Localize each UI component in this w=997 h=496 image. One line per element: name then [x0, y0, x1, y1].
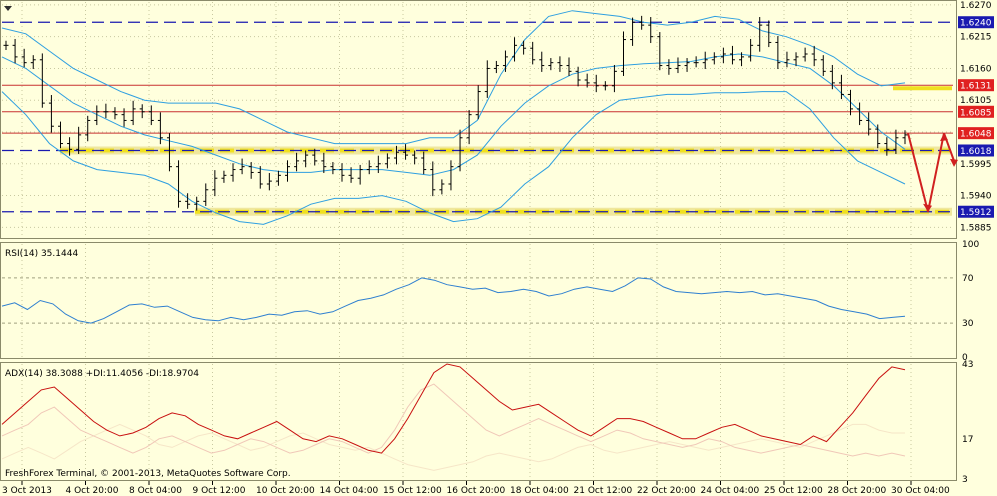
grid	[2, 2, 953, 479]
forecast-arrow	[907, 132, 929, 212]
time-axis: 3 Oct 2013 4 Oct 20:00 8 Oct 04:00 9 Oct 12…	[2, 481, 950, 496]
time-tick-label: 15 Oct 12:00	[383, 486, 442, 496]
watermark: FreshForex Terminal, © 2001-2013, MetaQu…	[5, 469, 291, 479]
price-bars	[3, 15, 908, 211]
price-tick-label: 1.6105	[960, 96, 992, 106]
adx-tick-label: 3	[962, 475, 968, 485]
price-level-tag	[958, 144, 994, 157]
time-tick-label: 3 Oct 2013	[2, 486, 52, 496]
rsi-series	[1, 277, 906, 324]
rsi-panel	[0, 242, 957, 359]
rsi-tick-label: 70	[962, 274, 974, 284]
price-tick-label: 1.6270	[960, 1, 992, 11]
time-tick-label: 18 Oct 04:00	[510, 486, 569, 496]
adx-tick-label: 43	[962, 360, 973, 370]
price-tick-label: 1.5885	[960, 223, 992, 233]
time-tick-label: 14 Oct 04:00	[320, 486, 379, 496]
price-tick-label: 1.5940	[960, 192, 992, 202]
rsi-tick-label: 100	[962, 240, 979, 250]
bollinger-lower	[1, 91, 906, 225]
price-level-tag	[958, 205, 994, 218]
price-level-tag	[958, 16, 994, 29]
price-level-label: 1.6085	[960, 108, 992, 118]
rsi-tick-label: 30	[962, 319, 974, 329]
adx-panel	[0, 362, 957, 481]
price-tick-label: 1.5995	[960, 160, 992, 170]
forecast-arrows	[907, 132, 958, 212]
price-level-label: 1.5912	[960, 208, 992, 218]
chart-shift-icon[interactable]	[4, 6, 12, 11]
rsi-tick-label: 0	[962, 353, 968, 363]
time-tick-label: 9 Oct 12:00	[193, 486, 246, 496]
price-tick-label: 1.6160	[960, 64, 992, 74]
bollinger-upper	[1, 10, 906, 145]
time-tick-label: 4 Oct 20:00	[66, 486, 119, 496]
adx-series	[1, 363, 906, 471]
adx-label: ADX(14) 38.3088 +DI:11.4056 -DI:18.9704	[5, 369, 199, 379]
time-tick-label: 8 Oct 04:00	[129, 486, 182, 496]
price-tick-label: 1.6215	[960, 33, 992, 43]
time-tick-label: 22 Oct 20:00	[637, 486, 696, 496]
rsi-line	[1, 277, 906, 324]
time-tick-label: 25 Oct 12:00	[764, 486, 823, 496]
minus-di-line	[1, 423, 905, 471]
arrow-head-icon	[923, 203, 932, 212]
price-level-label: 1.6048	[960, 130, 992, 140]
price-level-label: 1.6018	[960, 147, 992, 157]
arrow-head-icon	[950, 158, 958, 167]
plus-di-line	[1, 383, 906, 457]
time-tick-label: 30 Oct 04:00	[891, 486, 950, 496]
price-level-tag	[958, 79, 994, 92]
time-tick-label: 10 Oct 20:00	[256, 486, 315, 496]
adx-line	[1, 363, 906, 454]
bollinger-middle	[1, 53, 906, 176]
bollinger-bands	[1, 10, 906, 225]
forecast-arrow	[927, 132, 945, 212]
price-level-label: 1.6240	[960, 19, 992, 29]
time-tick-label: 16 Oct 20:00	[447, 486, 506, 496]
time-tick-label: 21 Oct 12:00	[574, 486, 633, 496]
price-level-tag	[958, 105, 994, 118]
price-level-label: 1.6131	[960, 82, 992, 92]
rsi-label: RSI(14) 35.1444	[5, 249, 78, 259]
time-tick-label: 24 Oct 04:00	[701, 486, 760, 496]
price-scale: 1.62701.62151.61601.61051.60501.59951.59…	[958, 1, 994, 485]
arrow-head-icon	[940, 133, 948, 142]
time-tick-label: 28 Oct 20:00	[828, 486, 887, 496]
price-level-tag	[958, 127, 994, 140]
adx-tick-label: 17	[962, 435, 973, 445]
